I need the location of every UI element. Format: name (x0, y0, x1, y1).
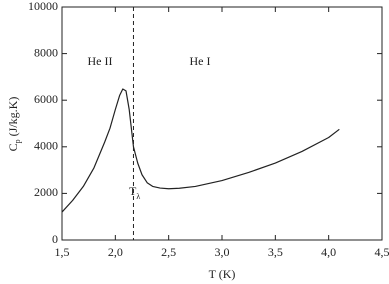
x-tick-label: 2,0 (108, 245, 123, 259)
x-tick-label: 3,0 (215, 245, 230, 259)
x-tick-label: 4,5 (375, 245, 389, 259)
y-label-symbol: C (6, 143, 20, 151)
y-axis-label: Cp (J/kg.K) (6, 97, 22, 152)
x-axis-label: T (K) (209, 267, 236, 281)
lambda-label: Tλ (129, 184, 140, 201)
x-tick-label: 4,0 (321, 245, 336, 259)
y-tick-label: 0 (52, 232, 58, 246)
y-label-subscript: p (13, 139, 22, 143)
x-tick-label: 3,5 (268, 245, 283, 259)
x-tick-label: 1,5 (55, 245, 70, 259)
y-tick-label: 8000 (34, 45, 58, 59)
plot-frame (61, 6, 383, 241)
y-tick-label: 2000 (34, 185, 58, 199)
y-label-unit: (J/kg.K) (6, 97, 20, 137)
y-tick-label: 10000 (28, 0, 58, 13)
annotation: He I (190, 54, 211, 68)
data-line (61, 88, 340, 213)
x-tick-label: 2,5 (161, 245, 176, 259)
lambda-subscript: λ (136, 192, 140, 201)
annotation: He II (88, 54, 113, 68)
y-tick-label: 6000 (34, 92, 58, 106)
y-tick-label: 4000 (34, 139, 58, 153)
